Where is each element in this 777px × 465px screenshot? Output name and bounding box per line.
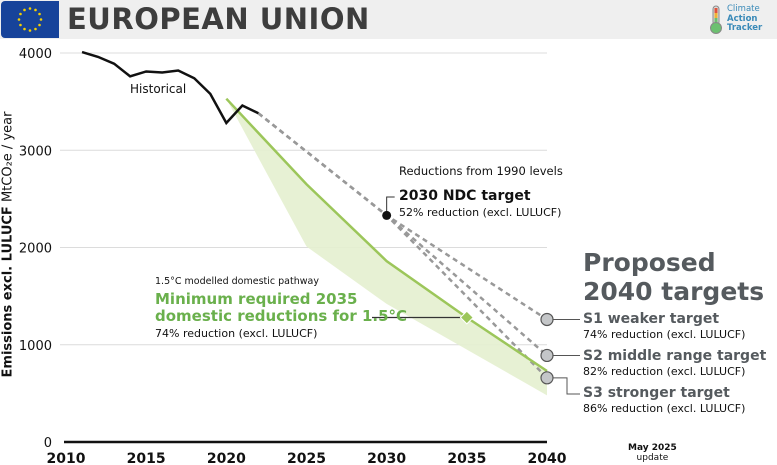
s3-marker <box>540 371 554 385</box>
x-tick-label: 2025 <box>287 451 326 465</box>
flag-star-icon <box>38 12 41 16</box>
page-title: EUROPEAN UNION <box>67 2 370 36</box>
y-tick-label: 4000 <box>19 47 52 62</box>
climate-action-tracker-logo: Climate Action Tracker <box>709 4 769 35</box>
y-tick-label: 2000 <box>19 242 52 257</box>
flag-star-icon <box>23 27 26 31</box>
y-tick-label: 3000 <box>19 144 52 159</box>
reductions-header: Reductions from 1990 levels <box>399 164 563 178</box>
flag-star-icon <box>28 29 32 32</box>
y-axis-label-bold: Emissions excl. LULUCF <box>0 206 16 378</box>
s1-title: S1 weaker target <box>583 311 720 327</box>
flag-star-icon <box>23 8 26 12</box>
flag-star-icon <box>34 27 37 31</box>
pathway-title-line-1: Minimum required 2035 <box>155 290 358 308</box>
y-axis-label: Emissions excl. LULUCF MtCO₂e / year <box>1 95 16 395</box>
flag-star-icon <box>38 23 41 27</box>
flag-star-icon <box>39 18 43 21</box>
x-tick-label: 2010 <box>47 451 86 465</box>
update-label: update <box>636 453 669 463</box>
s3-leader-line <box>547 377 580 395</box>
ndc-2030-marker <box>382 210 392 220</box>
logo-line-2: Action <box>727 13 758 24</box>
historical-label: Historical <box>130 82 187 96</box>
x-tick-label: 2020 <box>207 451 246 465</box>
ndc-subtitle: 52% reduction (excl. LULUCF) <box>399 206 562 219</box>
y-tick-label: 1000 <box>19 339 52 354</box>
ndc-title: 2030 NDC target <box>399 188 531 204</box>
s3-title: S3 stronger target <box>583 385 730 401</box>
pathway-header: 1.5°C modelled domestic pathway <box>155 276 319 287</box>
y-axis-label-unit: MtCO₂e / year <box>0 111 16 203</box>
s1-subtitle: 74% reduction (excl. LULUCF) <box>583 328 746 341</box>
eu-flag-icon <box>1 1 59 38</box>
s2-title: S2 middle range target <box>583 348 767 364</box>
y-tick-label: 0 <box>44 436 52 451</box>
flag-star-icon <box>34 8 37 12</box>
s2-subtitle: 82% reduction (excl. LULUCF) <box>583 365 746 378</box>
flag-star-icon <box>28 7 32 10</box>
proposed-targets-heading: Proposed 2040 targets <box>583 248 764 306</box>
flag-star-icon <box>19 23 22 27</box>
header: EUROPEAN UNION Climate Action Tracker <box>0 0 777 39</box>
update-note: May 2025 update <box>628 443 677 463</box>
flag-star-icon <box>19 12 22 16</box>
x-tick-label: 2040 <box>528 451 567 465</box>
x-tick-label: 2035 <box>447 451 486 465</box>
proposed-line-1: Proposed <box>583 248 716 277</box>
update-date: May 2025 <box>628 443 677 453</box>
pathway-title-line-2: domestic reductions for 1.5°C <box>155 307 408 325</box>
x-tick-label: 2030 <box>367 451 406 465</box>
x-tick-label: 2015 <box>127 451 166 465</box>
thermometer-icon <box>710 5 722 34</box>
s3-subtitle: 86% reduction (excl. LULUCF) <box>583 402 746 415</box>
pathway-line <box>225 97 548 373</box>
s2-marker <box>540 348 554 363</box>
ndc-leader-line <box>386 196 395 216</box>
historical-line <box>81 50 259 126</box>
proposed-line-2: 2040 targets <box>583 277 765 306</box>
s1-marker <box>540 312 554 327</box>
pathway-2035-marker <box>459 310 474 325</box>
pathway-subtitle: 74% reduction (excl. LULUCF) <box>155 327 318 340</box>
logo-line-1: Climate <box>727 4 760 14</box>
logo-line-3: Tracker <box>727 23 763 33</box>
flag-star-icon <box>17 18 21 21</box>
